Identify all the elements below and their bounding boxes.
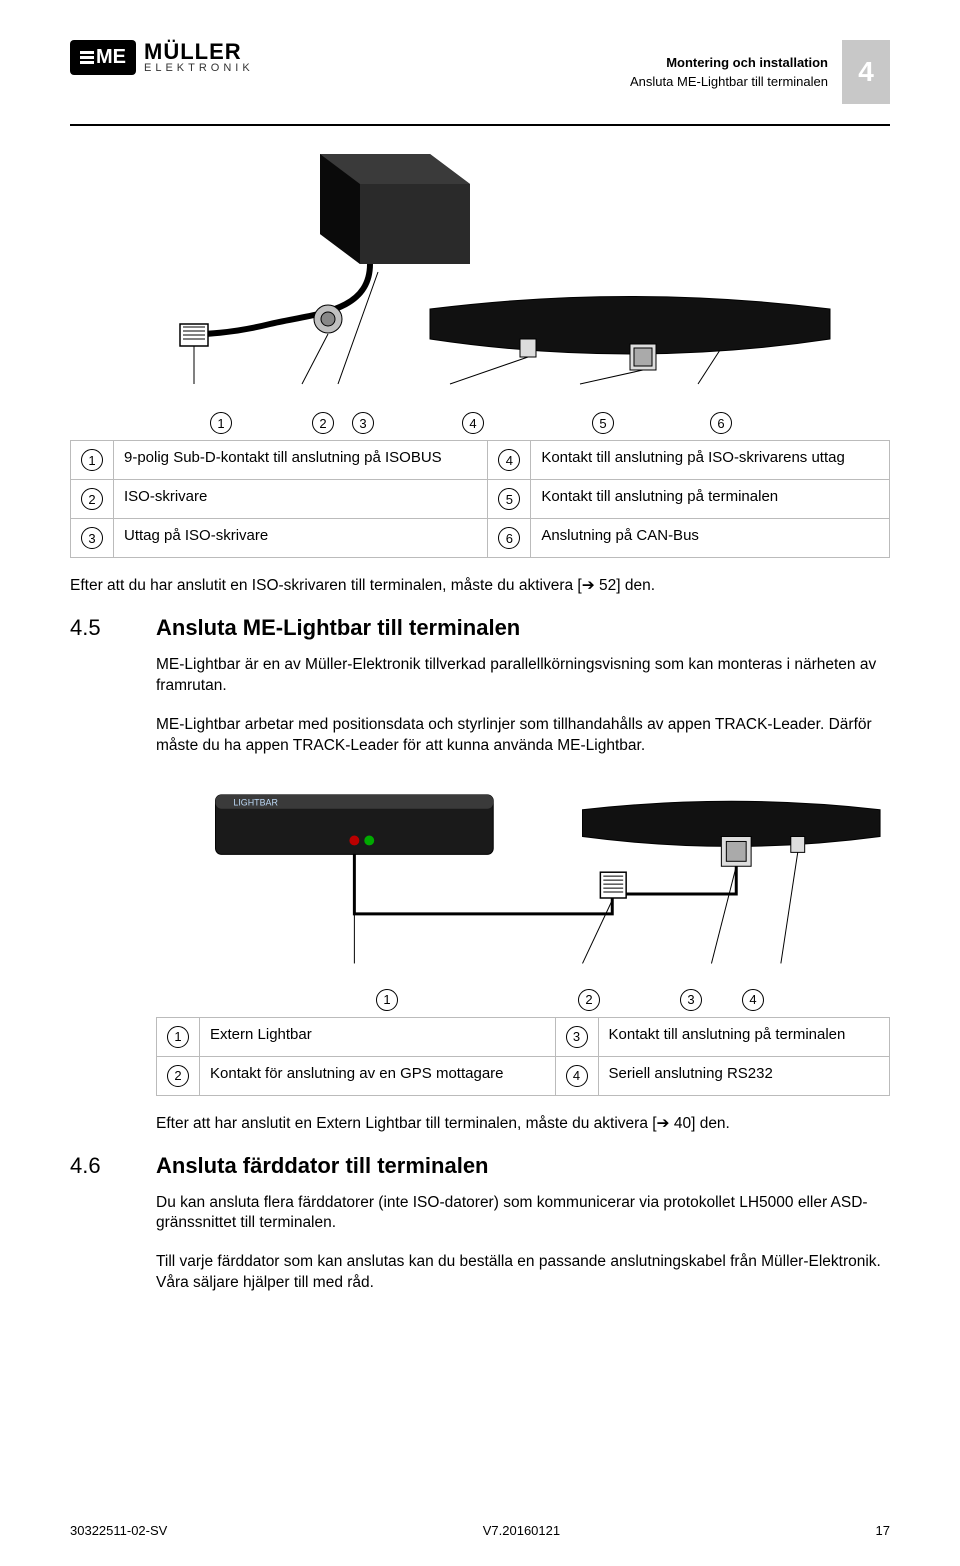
page-header: ME MÜLLER ELEKTRONIK Montering och insta… <box>70 40 890 104</box>
table-row: 2 ISO-skrivare 5 Kontakt till anslutning… <box>71 480 890 519</box>
section-number: 4.5 <box>70 615 126 641</box>
page-footer: 30322511-02-SV V7.20160121 17 <box>70 1523 890 1538</box>
header-category: Montering och installation <box>630 55 828 70</box>
legend-num: 2 <box>81 488 103 510</box>
section46-p2: Till varje färddator som kan anslutas ka… <box>156 1252 890 1294</box>
legend-text: Kontakt till anslutning på terminalen <box>531 480 890 519</box>
header-rule <box>70 124 890 126</box>
paragraph-after-legend2: Efter att har anslutit en Extern Lightba… <box>156 1114 890 1135</box>
callout-2: 2 <box>578 989 600 1011</box>
legend-table-1: 1 9-polig Sub-D-kontakt till anslutning … <box>70 440 890 558</box>
callout-4: 4 <box>462 412 484 434</box>
legend-num: 3 <box>81 527 103 549</box>
diagram2-callouts: 1 2 3 4 <box>156 989 890 1011</box>
callout-4: 4 <box>742 989 764 1011</box>
diagram-iso-printer <box>70 144 890 404</box>
footer-center: V7.20160121 <box>483 1523 560 1538</box>
callout-1: 1 <box>210 412 232 434</box>
legend-num: 2 <box>167 1065 189 1087</box>
footer-right: 17 <box>876 1523 890 1538</box>
section-number: 4.6 <box>70 1153 126 1179</box>
callout-1: 1 <box>376 989 398 1011</box>
logo-badge: ME <box>70 40 136 75</box>
cable-icon <box>354 854 612 914</box>
section-title: Ansluta ME-Lightbar till terminalen <box>156 615 520 641</box>
legend-text: Kontakt för anslutning av en GPS mottaga… <box>200 1056 556 1095</box>
section-title: Ansluta färddator till terminalen <box>156 1153 489 1179</box>
brand-sub: ELEKTRONIK <box>144 63 254 74</box>
lightbar-label: LIGHTBAR <box>233 797 278 807</box>
legend-num: 4 <box>498 449 520 471</box>
legend-num: 1 <box>167 1026 189 1048</box>
table-row: 2 Kontakt för anslutning av en GPS motta… <box>157 1056 890 1095</box>
legend-text: Kontakt till anslutning på ISO-skrivaren… <box>531 441 890 480</box>
logo-bars-icon <box>80 49 94 66</box>
legend-text: Kontakt till anslutning på terminalen <box>598 1017 889 1056</box>
section46-p1: Du kan ansluta flera färddatorer (inte I… <box>156 1193 890 1235</box>
legend-num: 1 <box>81 449 103 471</box>
paragraph-after-legend1: Efter att du har anslutit en ISO-skrivar… <box>70 576 890 597</box>
legend-text: Seriell anslutning RS232 <box>598 1056 889 1095</box>
callout-5: 5 <box>592 412 614 434</box>
brand-name: MÜLLER <box>144 41 254 63</box>
chapter-number-box: 4 <box>842 40 890 104</box>
section-4-6-heading: 4.6 Ansluta färddator till terminalen <box>70 1153 890 1179</box>
legend-text: ISO-skrivare <box>114 480 488 519</box>
port-icon <box>791 836 805 852</box>
callout-6: 6 <box>710 412 732 434</box>
section45-p2: ME-Lightbar arbetar med positionsdata oc… <box>156 715 890 757</box>
legend-num: 5 <box>498 488 520 510</box>
legend-num: 3 <box>566 1026 588 1048</box>
logo: ME MÜLLER ELEKTRONIK <box>70 40 254 75</box>
section-4-5-heading: 4.5 Ansluta ME-Lightbar till terminalen <box>70 615 890 641</box>
legend-text: Uttag på ISO-skrivare <box>114 519 488 558</box>
lightbar-device-icon: LIGHTBAR <box>216 794 494 854</box>
table-row: 1 Extern Lightbar 3 Kontakt till anslutn… <box>157 1017 890 1056</box>
port-icon <box>520 339 536 357</box>
cable-icon <box>200 264 370 334</box>
legend-text: 9-polig Sub-D-kontakt till anslutning på… <box>114 441 488 480</box>
footer-left: 30322511-02-SV <box>70 1523 167 1538</box>
diagram-lightbar: LIGHTBAR <box>156 775 890 985</box>
callout-3: 3 <box>352 412 374 434</box>
callout-3: 3 <box>680 989 702 1011</box>
legend-num: 4 <box>566 1065 588 1087</box>
iso-printer-icon <box>320 154 470 264</box>
header-subtitle: Ansluta ME-Lightbar till terminalen <box>630 74 828 89</box>
logo-text: MÜLLER ELEKTRONIK <box>144 41 254 74</box>
table-row: 3 Uttag på ISO-skrivare 6 Anslutning på … <box>71 519 890 558</box>
table-row: 1 9-polig Sub-D-kontakt till anslutning … <box>71 441 890 480</box>
legend-table-2: 1 Extern Lightbar 3 Kontakt till anslutn… <box>156 1017 890 1096</box>
legend-num: 6 <box>498 527 520 549</box>
callout-2: 2 <box>312 412 334 434</box>
diagram1-callouts: 1 2 3 4 5 6 <box>70 412 890 434</box>
legend-text: Extern Lightbar <box>200 1017 556 1056</box>
legend-text: Anslutning på CAN-Bus <box>531 519 890 558</box>
logo-me: ME <box>96 46 126 69</box>
header-right: Montering och installation Ansluta ME-Li… <box>630 40 890 104</box>
section45-p1: ME-Lightbar är en av Müller-Elektronik t… <box>156 655 890 697</box>
